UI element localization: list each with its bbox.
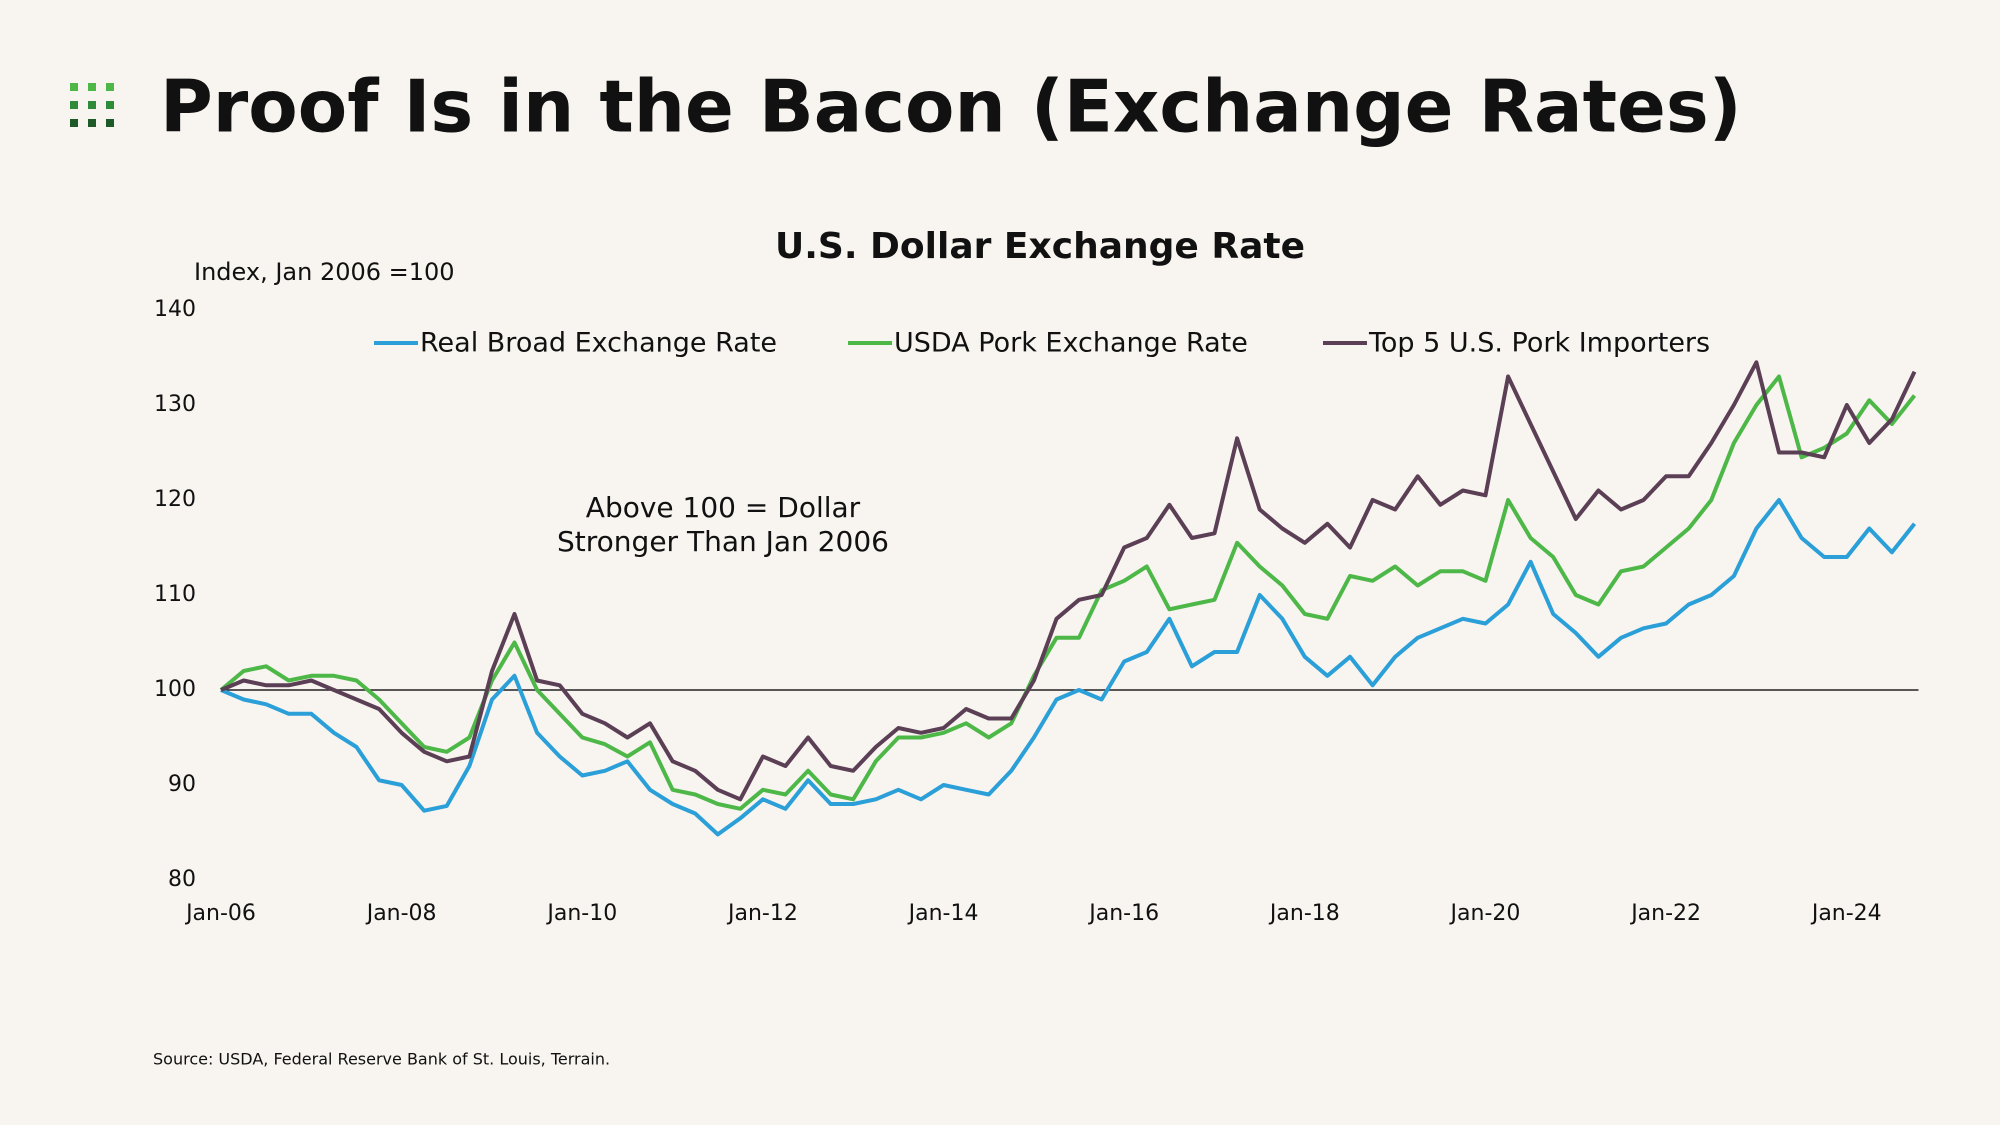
- data-line: [220, 498, 1917, 837]
- y-tick-label: 140: [154, 297, 196, 322]
- x-tick-label: Jan-24: [1810, 901, 1882, 926]
- x-tick-label: Jan-12: [726, 901, 798, 926]
- x-tick-label: Jan-16: [1087, 901, 1159, 926]
- y-tick-label: 90: [168, 772, 196, 797]
- x-tick-label: Jan-22: [1629, 901, 1701, 926]
- legend-label: Top 5 U.S. Pork Importers: [1368, 328, 1710, 359]
- y-tick-label: 100: [154, 677, 196, 702]
- x-tick-label: Jan-14: [907, 901, 979, 926]
- source-note: Source: USDA, Federal Reserve Bank of St…: [153, 1050, 610, 1069]
- y-tick-label: 130: [154, 392, 196, 417]
- x-tick-label: Jan-08: [365, 901, 437, 926]
- y-tick-label: 110: [154, 582, 196, 607]
- x-tick-label: Jan-06: [184, 901, 256, 926]
- x-tick-label: Jan-10: [545, 901, 617, 926]
- page-title: Proof Is in the Bacon (Exchange Rates): [160, 65, 1742, 149]
- y-tick-label: 120: [154, 487, 196, 512]
- x-tick-label: Jan-18: [1268, 901, 1340, 926]
- x-tick-label: Jan-20: [1449, 901, 1521, 926]
- data-line: [220, 360, 1917, 802]
- legend-label: Real Broad Exchange Rate: [420, 328, 777, 359]
- chart-title: U.S. Dollar Exchange Rate: [775, 226, 1305, 267]
- y-axis-label: Index, Jan 2006 =100: [194, 258, 455, 286]
- data-line: [219, 374, 1917, 811]
- legend-label: USDA Pork Exchange Rate: [894, 328, 1248, 359]
- title-icon: [70, 83, 114, 127]
- annotation: Stronger Than Jan 2006: [557, 525, 889, 558]
- y-tick-label: 80: [168, 867, 196, 892]
- annotation: Above 100 = Dollar: [586, 491, 861, 524]
